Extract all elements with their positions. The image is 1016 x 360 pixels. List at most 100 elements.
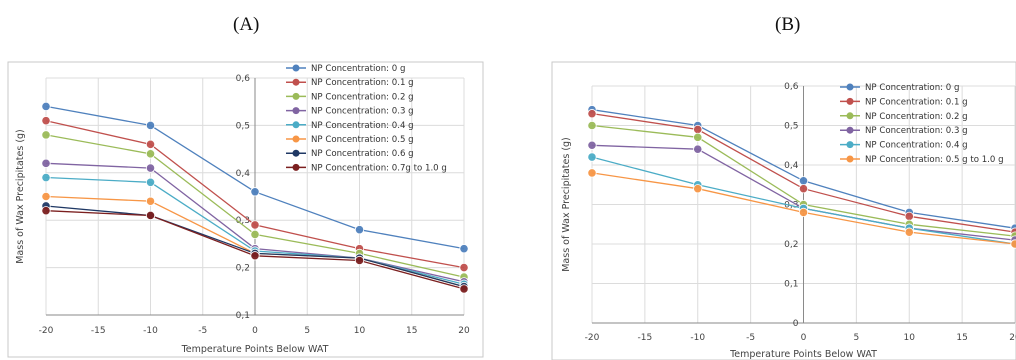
chart-a-x-tick-label: 15 <box>406 326 417 336</box>
chart-b-data-point-1 <box>587 109 597 119</box>
panel-label-a: (A) <box>233 14 260 35</box>
chart-a-legend-marker-6 <box>292 149 300 157</box>
chart-b-x-tick-label: 5 <box>854 333 860 343</box>
chart-a-legend-entry-1: NP Concentration: 0.1 g <box>311 78 414 88</box>
chart-a-y-tick-label: 0,5 <box>236 121 250 131</box>
chart-b-data-point-4 <box>587 152 597 162</box>
chart-b-x-tick-label: 15 <box>956 333 967 343</box>
chart-b-x-tick-label: -15 <box>638 333 653 343</box>
chart-a-legend-marker-2 <box>292 92 300 100</box>
chart-a-legend-entry-5: NP Concentration: 0.5 g <box>311 135 414 145</box>
chart-b-x-tick-label: 20 <box>1009 333 1016 343</box>
chart-a-legend-entry-3: NP Concentration: 0.3 g <box>311 107 414 117</box>
chart-a-legend-entry-2: NP Concentration: 0.2 g <box>311 92 414 102</box>
chart-b-x-tick-label: 10 <box>904 333 916 343</box>
chart-b-data-point-2 <box>587 120 597 131</box>
chart-a-data-point-7 <box>41 206 51 216</box>
chart-a-x-tick-label: 5 <box>304 326 310 336</box>
chart-a-x-tick-label: 20 <box>458 326 470 336</box>
chart-b-data-point-3 <box>693 144 703 154</box>
chart-b-x-tick-label: 0 <box>801 333 807 343</box>
chart-a-data-point-1 <box>41 116 51 126</box>
chart-a-data-point-0 <box>459 244 469 254</box>
chart-a-x-tick-label: 10 <box>354 326 366 336</box>
chart-b-x-tick-label: -5 <box>746 333 755 343</box>
chart-a-data-point-5 <box>41 191 51 202</box>
chart-b-legend-entry-4: NP Concentration: 0.4 g <box>865 141 968 151</box>
chart-b-x-tick-label: -20 <box>585 333 600 343</box>
chart-a-data-point-0 <box>145 120 156 131</box>
chart-a-y-tick-label: 0,4 <box>236 169 251 179</box>
chart-b-data-point-1 <box>798 184 809 194</box>
chart-a-legend-marker-7 <box>292 163 300 171</box>
chart-b-legend-entry-2: NP Concentration: 0.2 g <box>865 112 968 122</box>
chart-b-legend-marker-2 <box>846 112 854 120</box>
chart-a-legend-marker-5 <box>292 135 300 143</box>
chart-b-legend-entry-1: NP Concentration: 0.1 g <box>865 97 968 107</box>
chart-a-data-point-2 <box>41 130 51 140</box>
chart-a-data-point-1 <box>459 262 469 273</box>
chart-b-data-point-3 <box>587 140 597 150</box>
chart-b-data-point-2 <box>693 132 703 142</box>
chart-a-data-point-1 <box>250 220 260 230</box>
chart-a-data-point-4 <box>145 177 156 187</box>
chart-a-legend-entry-4: NP Concentration: 0.4 g <box>311 121 414 131</box>
chart-a-data-point-2 <box>250 229 260 240</box>
chart-b-data-point-0 <box>798 176 809 186</box>
chart-a-y-axis-title: Mass of Wax Precipitates (g) <box>15 129 26 264</box>
chart-b-x-axis-title: Temperature Points Below WAT <box>729 349 877 360</box>
chart-a-legend-entry-7: NP Concentration: 0.7g to 1.0 g <box>311 163 447 173</box>
chart-b-legend-marker-0 <box>846 83 854 91</box>
chart-b-legend-marker-1 <box>846 97 854 105</box>
chart-a-data-point-7 <box>145 210 156 221</box>
chart-a-data-point-0 <box>354 225 365 235</box>
chart-a-x-tick-label: -15 <box>91 326 106 336</box>
chart-a-legend-marker-4 <box>292 121 300 129</box>
chart-a-data-point-0 <box>41 101 51 112</box>
chart-a-legend-entry-6: NP Concentration: 0.6 g <box>311 149 414 159</box>
chart-b-x-tick-label: -10 <box>690 333 705 343</box>
chart-a-data-point-7 <box>459 284 469 294</box>
chart-a-data-point-3 <box>145 163 156 173</box>
chart-a-legend-entry-0: NP Concentration: 0 g <box>311 64 405 74</box>
chart-a-x-tick-label: 0 <box>252 326 258 336</box>
chart-a-x-tick-label: -10 <box>143 326 158 336</box>
chart-a-data-point-1 <box>145 139 156 149</box>
chart-a-data-point-7 <box>354 255 365 266</box>
chart-a-legend-marker-3 <box>292 107 300 115</box>
chart-b-data-point-5 <box>693 184 703 194</box>
chart-a-x-tick-label: -5 <box>198 326 207 336</box>
chart-b-data-point-5 <box>904 227 914 237</box>
chart-b-legend-marker-3 <box>846 126 854 134</box>
chart-a-y-tick-label: 0,3 <box>236 216 250 226</box>
chart-a-data-point-7 <box>250 251 260 261</box>
chart-a-y-tick-label: 0,6 <box>236 74 251 84</box>
chart-b-y-tick-label: 0,5 <box>784 122 798 132</box>
chart-b-data-point-5 <box>798 207 809 217</box>
chart-b-data-point-5 <box>1010 239 1016 249</box>
chart-b-y-tick-label: 0,4 <box>784 161 799 171</box>
chart-a-legend-marker-1 <box>292 78 300 86</box>
chart-a-x-axis-title: Temperature Points Below WAT <box>181 344 329 355</box>
chart-b-legend-marker-5 <box>846 155 854 163</box>
chart-b-y-tick-label: 0 <box>793 319 799 329</box>
chart-b-legend-entry-0: NP Concentration: 0 g <box>865 83 959 93</box>
chart-a-y-tick-label: 0,1 <box>236 311 250 321</box>
chart-a-y-tick-label: 0,2 <box>236 264 250 274</box>
chart-a-data-point-0 <box>250 187 260 197</box>
chart-b-y-tick-label: 0,2 <box>784 240 798 250</box>
chart-b-y-tick-label: 0,1 <box>784 280 798 290</box>
chart-b-data-point-1 <box>904 211 914 221</box>
chart-b-data-point-1 <box>693 124 703 135</box>
chart-a-data-point-2 <box>145 149 156 159</box>
chart-a-data-point-5 <box>145 196 156 206</box>
chart-b-legend-entry-3: NP Concentration: 0.3 g <box>865 126 968 136</box>
chart-a-legend-marker-0 <box>292 64 300 72</box>
panel-label-b: (B) <box>775 14 801 35</box>
chart-a-data-point-4 <box>41 172 51 183</box>
chart-a-x-tick-label: -20 <box>39 326 54 336</box>
chart-a-data-point-3 <box>41 158 51 168</box>
chart-b-y-axis-title: Mass of Wax Precipitates (g) <box>561 137 572 272</box>
